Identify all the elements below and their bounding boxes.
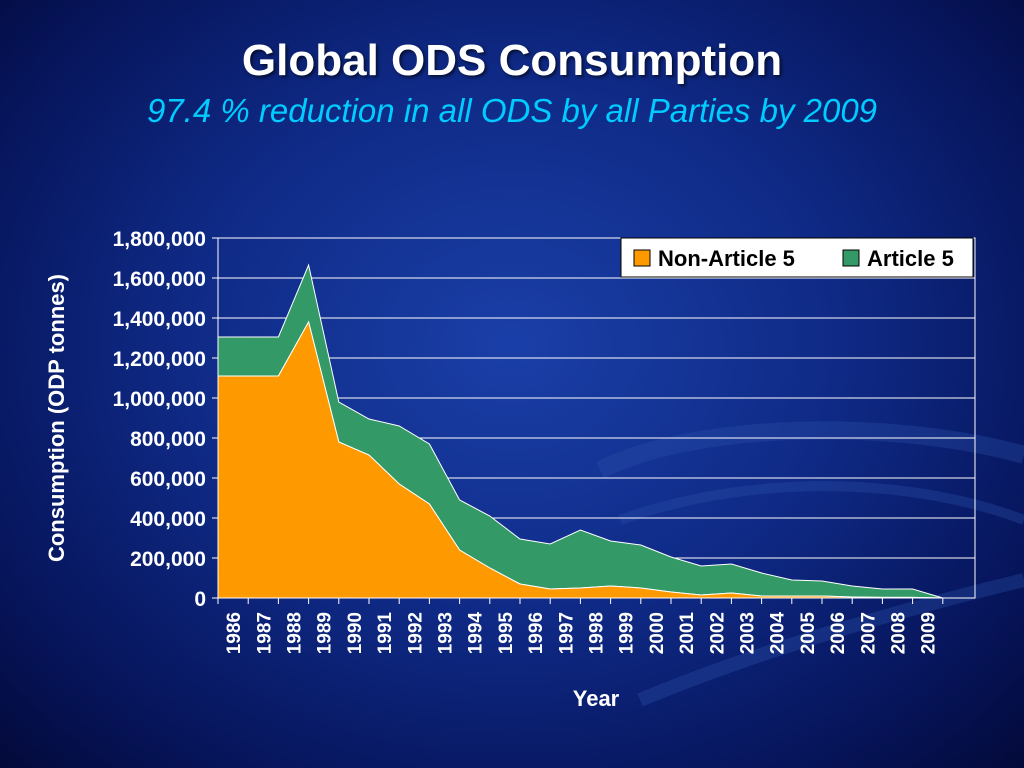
x-tick-label: 2003 (738, 612, 759, 654)
x-tick-label: 1996 (526, 612, 547, 654)
y-axis-label: Consumption (ODP tonnes) (44, 274, 69, 562)
x-tick-label: 1997 (556, 612, 577, 654)
y-tick-label: 200,000 (130, 548, 206, 571)
x-tick-label: 1998 (587, 612, 608, 654)
x-tick-label: 1991 (375, 612, 396, 655)
y-tick-label: 0 (194, 588, 206, 611)
y-tick-label: 600,000 (130, 468, 206, 491)
y-tick-label: 1,800,000 (113, 228, 206, 251)
legend: Non-Article 5 Article 5 (620, 237, 974, 278)
x-tick-label: 2006 (828, 612, 849, 654)
background-swooshes (595, 421, 1024, 707)
series-area-non-article-5 (217, 320, 943, 599)
legend-label-article-5: Article 5 (867, 246, 954, 271)
x-tick-label: 1993 (436, 612, 457, 654)
x-tick-label: 2007 (858, 612, 879, 654)
slide-title: Global ODS Consumption (241, 36, 783, 85)
x-tick-label: 1995 (496, 612, 517, 655)
x-tick-label: 2005 (798, 612, 819, 655)
x-tick-label: 2009 (919, 612, 940, 654)
x-tick-label: 2008 (889, 612, 910, 654)
x-tick-label: 1986 (224, 612, 245, 654)
x-axis-label: Year (573, 686, 620, 711)
y-tick-label: 400,000 (130, 508, 206, 531)
legend-swatch-article-5 (842, 249, 860, 267)
x-tick-label: 1990 (345, 612, 366, 654)
x-axis-ticks: 1986 1987 1988 1989 1990 1991 1992 1993 1994 1995… (217, 598, 944, 655)
x-tick-label: 1988 (285, 612, 306, 654)
x-tick-label: 1994 (466, 612, 487, 655)
y-tick-label: 1,600,000 (113, 268, 206, 291)
x-tick-label: 1992 (405, 612, 426, 654)
x-tick-label: 1989 (315, 612, 336, 654)
y-axis-ticks: 0 200,000 400,000 600,000 800,000 1,000,000 1,… (113, 228, 218, 611)
series-areas (217, 263, 943, 599)
legend-label-non-article-5: Non-Article 5 (658, 246, 795, 271)
x-tick-label: 1987 (254, 612, 275, 654)
slide-subtitle: 97.4 % reduction in all ODS by all Parti… (146, 92, 878, 129)
y-tick-label: 1,200,000 (113, 348, 206, 371)
x-tick-label: 2004 (768, 612, 789, 655)
y-tick-label: 800,000 (130, 428, 206, 451)
y-tick-label: 1,400,000 (113, 308, 206, 331)
x-tick-label: 2001 (677, 612, 698, 655)
x-tick-label: 2002 (707, 612, 728, 654)
x-tick-label: 1999 (617, 612, 638, 654)
legend-swatch-non-article-5 (633, 249, 651, 267)
y-tick-label: 1,000,000 (113, 388, 206, 411)
x-tick-label: 2000 (647, 612, 668, 654)
legend-box (620, 237, 974, 278)
